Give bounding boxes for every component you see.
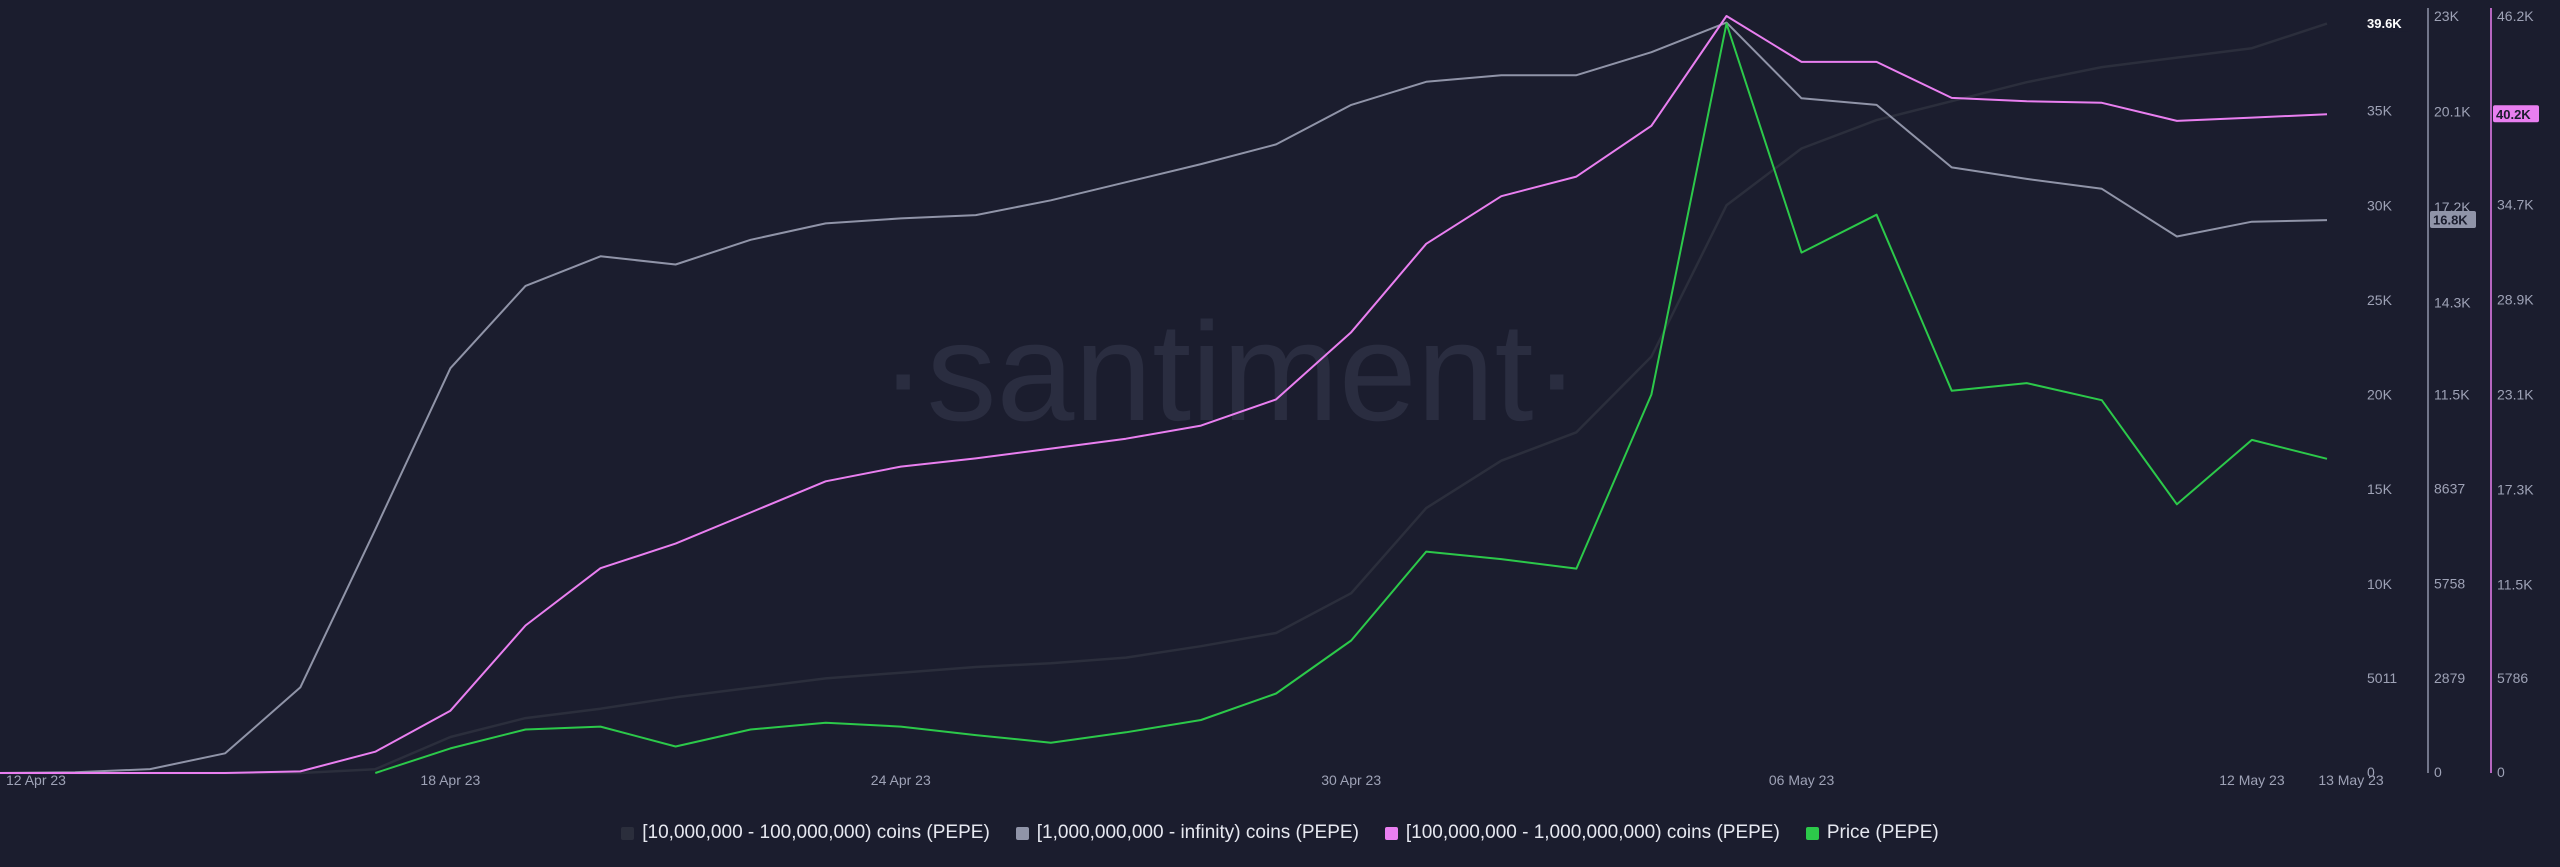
x-tick-label: 30 Apr 23 [1321, 772, 1381, 788]
last-value-badge-1: 16.8K [2433, 213, 2468, 228]
axis1-tick-label: 5011 [2367, 670, 2397, 686]
x-tick-label: 24 Apr 23 [871, 772, 931, 788]
axis1-tick-label: 0 [2367, 764, 2375, 780]
axis3-tick-label: 11.5K [2497, 577, 2533, 593]
axis2-tick-label: 23K [2434, 8, 2460, 24]
last-value-badge-bg-2 [2493, 105, 2539, 123]
axis1-tick-label: 15K [2367, 481, 2393, 497]
axis3-tick-label: 46.2K [2497, 8, 2534, 24]
legend-swatch-1b-infinity [1015, 826, 1029, 840]
axis1-tick-label: 30K [2367, 197, 2393, 213]
x-axis-ticks: 12 Apr 23 18 Apr 23 24 Apr 23 30 Apr 23 06 M… [6, 772, 2384, 788]
santiment-watermark: ·santiment· [880, 293, 1580, 450]
legend-item-10m-100m[interactable]: [10,000,000 - 100,000,000) coins (PEPE) [621, 822, 990, 844]
axis1-tick-label: 35K [2367, 103, 2393, 119]
legend-item-100m-1b[interactable]: [100,000,000 - 1,000,000,000) coins (PEP… [1384, 822, 1780, 844]
x-tick-label: 18 Apr 23 [420, 772, 480, 788]
legend-label-10m-100m: [10,000,000 - 100,000,000) coins (PEPE) [642, 822, 990, 843]
axis2-tick-label: 2879 [2434, 670, 2465, 686]
axis3-tick-label: 28.9K [2497, 291, 2534, 307]
axis3-tick-label: 23.1K [2497, 387, 2534, 403]
legend-label-price: Price (PEPE) [1826, 822, 1939, 843]
legend-swatch-100m-1b [1384, 826, 1398, 840]
legend-label-1b-infinity: [1,000,000,000 - infinity) coins (PEPE) [1036, 822, 1359, 843]
last-value-badge-bg-0 [2364, 14, 2410, 32]
axis3-tick-label: 17.3K [2497, 482, 2534, 498]
legend-swatch-price [1805, 826, 1819, 840]
axis2-tick-label: 20.1K [2434, 103, 2471, 119]
axis2-tick-label: 8637 [2434, 481, 2465, 497]
series-line-3 [374, 22, 2328, 774]
axis3-tick-label: 5786 [2497, 670, 2528, 686]
legend-label-100m-1b: [100,000,000 - 1,000,000,000) coins (PEP… [1405, 822, 1780, 843]
axis3-tick-label: 0 [2497, 764, 2505, 780]
series-line-0 [0, 22, 2328, 775]
axis1-tick-label: 10K [2367, 576, 2393, 592]
legend: [10,000,000 - 100,000,000) coins (PEPE) … [0, 822, 2560, 844]
axis2-tick-label: 0 [2434, 764, 2442, 780]
series-layer [0, 15, 2328, 775]
axis2-tick-label: 17.2K [2434, 199, 2471, 215]
x-tick-label: 12 Apr 23 [6, 772, 66, 788]
legend-item-1b-infinity[interactable]: [1,000,000,000 - infinity) coins (PEPE) [1015, 822, 1359, 844]
series-line-2 [0, 15, 2328, 774]
axis2-tick-label: 14.3K [2434, 294, 2471, 310]
last-value-badge-2: 40.2K [2496, 107, 2531, 122]
series-line-1 [0, 21, 2328, 774]
x-tick-label: 13 May 23 [2318, 772, 2384, 788]
axis1-tick-label: 25K [2367, 292, 2393, 308]
legend-item-price[interactable]: Price (PEPE) [1805, 822, 1939, 844]
axis3-tick-label: 34.7K [2497, 196, 2534, 212]
legend-swatch-10m-100m [621, 826, 635, 840]
axis2-tick-label: 5758 [2434, 575, 2465, 591]
last-value-badge-0: 39.6K [2367, 16, 2402, 31]
last-value-badge-bg-1 [2430, 211, 2476, 229]
x-tick-label: 12 May 23 [2219, 772, 2285, 788]
axis2-tick-label: 11.5K [2434, 387, 2470, 403]
last-value-badges: 39.6K 16.8K 40.2K [2364, 14, 2539, 229]
axis-lines [2427, 8, 2492, 773]
y-axis-ticks: 0 5011 10K 15K 20K 25K 30K 35K 0 2879 5758 8637 11.5… [2367, 8, 2534, 780]
x-tick-label: 06 May 23 [1769, 772, 1835, 788]
axis1-tick-label: 20K [2367, 387, 2393, 403]
